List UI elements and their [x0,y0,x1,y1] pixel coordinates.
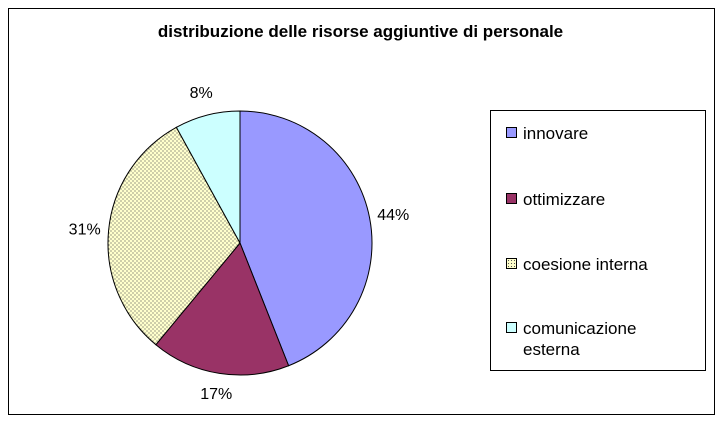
pie-slice-coesione-interna [107,126,241,346]
slice-label-coesione-interna: 31% [69,221,101,238]
slice-label-comunicazione-esterna: 8% [190,85,213,102]
slice-label-innovare: 44% [377,207,409,224]
legend-label: comunicazione esterna [523,319,637,359]
pie-slice-ottimizzare [155,242,290,376]
legend-item-innovare: innovare [506,123,589,144]
legend-label: innovare [523,124,589,143]
legend-label: coesione interna [523,255,648,274]
legend-swatch-innovare [506,127,517,138]
chart-title: distribuzione delle risorse aggiuntive d… [157,22,564,41]
legend-label: ottimizzare [523,190,606,209]
pie-slice-comunicazione-esterna [175,110,241,244]
legend-item-coesione-interna: coesione interna [506,254,648,275]
legend-item-ottimizzare: ottimizzare [506,189,606,210]
slice-label-ottimizzare: 17% [200,386,232,403]
legend-swatch-comunicazione-esterna [506,322,517,333]
pie-slice-innovare [239,110,373,367]
legend-item-comunicazione-esterna: comunicazione esterna [506,318,683,360]
legend: innovare ottimizzare coesione interna co… [490,110,706,371]
legend-swatch-coesione-interna [506,258,517,269]
legend-swatch-ottimizzare [506,193,517,204]
